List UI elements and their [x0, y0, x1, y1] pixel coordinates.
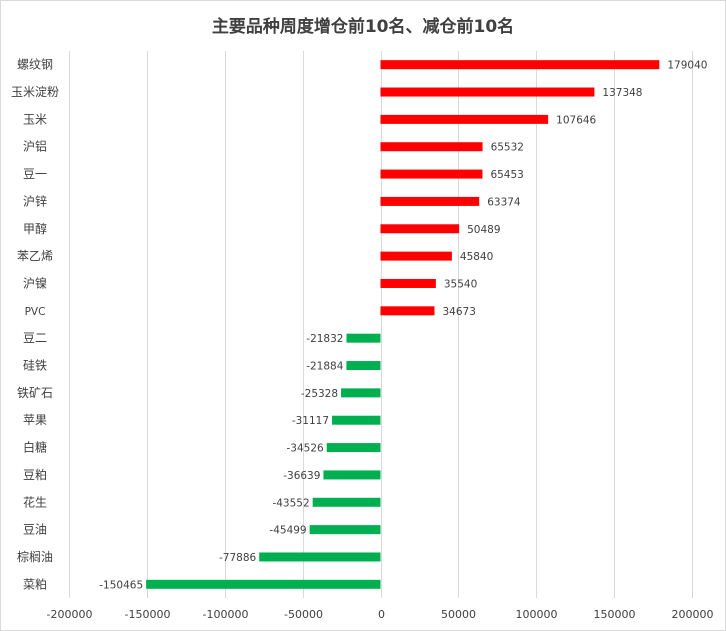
- data-label: 63374: [487, 196, 521, 208]
- category-label: 豆粕: [23, 467, 47, 482]
- chart-title: 主要品种周度增仓前10名、减仓前10名: [211, 17, 515, 37]
- category-label: 菜粕: [23, 576, 47, 591]
- bar: [332, 415, 381, 425]
- bar: [380, 306, 435, 316]
- category-label: 沪铝: [23, 139, 47, 154]
- category-label: 螺纹钢: [17, 58, 53, 72]
- data-label: -21884: [306, 361, 344, 373]
- x-tick-label: 50000: [441, 608, 476, 621]
- category-label: 花生: [23, 494, 47, 509]
- x-tick-label: 150000: [594, 608, 636, 621]
- data-label: -36639: [283, 470, 320, 482]
- data-label: -77886: [219, 552, 257, 564]
- category-label: 铁矿石: [17, 386, 53, 400]
- data-label: -150465: [99, 579, 143, 591]
- data-label: 137348: [602, 87, 642, 99]
- data-label: -25328: [301, 388, 338, 400]
- category-label: 豆油: [23, 523, 47, 537]
- data-label: 179040: [667, 60, 707, 72]
- data-label: 107646: [556, 114, 596, 126]
- x-tick-label: 100000: [516, 608, 558, 621]
- data-label: -43552: [272, 497, 309, 509]
- data-label: -45499: [269, 525, 306, 537]
- bar: [380, 169, 483, 179]
- category-label: 苹果: [23, 413, 47, 427]
- bar: [326, 443, 381, 453]
- bar: [380, 87, 595, 97]
- data-label: -31117: [292, 415, 329, 427]
- x-tick-label: 200000: [672, 608, 714, 621]
- bar: [341, 388, 381, 398]
- category-label: 豆一: [23, 167, 47, 181]
- category-label: 玉米淀粉: [11, 85, 59, 99]
- bar: [146, 579, 381, 589]
- bar: [380, 114, 549, 124]
- data-label: 35540: [444, 278, 477, 290]
- category-label: 沪锌: [23, 194, 47, 208]
- data-label: 65453: [490, 169, 523, 181]
- category-label: 玉米: [23, 112, 47, 126]
- bar: [259, 552, 381, 562]
- bar: [309, 525, 381, 535]
- x-tick-label: -150000: [125, 608, 171, 621]
- bar: [346, 361, 381, 371]
- bar: [380, 60, 660, 70]
- category-label: 豆二: [23, 331, 47, 345]
- bar: [323, 470, 381, 480]
- x-tick-label: -100000: [203, 608, 249, 621]
- data-label: -34526: [287, 443, 325, 455]
- category-label: 白糖: [23, 440, 47, 455]
- category-label: 硅铁: [23, 359, 47, 373]
- bar: [380, 142, 483, 152]
- bar: [380, 278, 436, 288]
- bar: [380, 196, 480, 206]
- category-label: PVC: [25, 306, 46, 318]
- data-label: 50489: [467, 224, 500, 236]
- bar: [380, 251, 452, 261]
- data-label: 34673: [443, 306, 476, 318]
- category-label: 苯乙烯: [17, 249, 53, 263]
- category-label: 棕榈油: [17, 549, 53, 564]
- category-label: 沪镍: [23, 276, 47, 290]
- x-tick-label: 0: [378, 608, 385, 621]
- x-tick-label: -200000: [47, 608, 93, 621]
- data-label: -21832: [306, 333, 343, 345]
- x-tick-label: -50000: [284, 608, 323, 621]
- bar: [312, 497, 381, 507]
- data-label: 45840: [460, 251, 493, 263]
- bar: [380, 224, 460, 234]
- data-label: 65532: [491, 142, 524, 154]
- category-label: 甲醇: [23, 221, 47, 236]
- bar: [346, 333, 381, 343]
